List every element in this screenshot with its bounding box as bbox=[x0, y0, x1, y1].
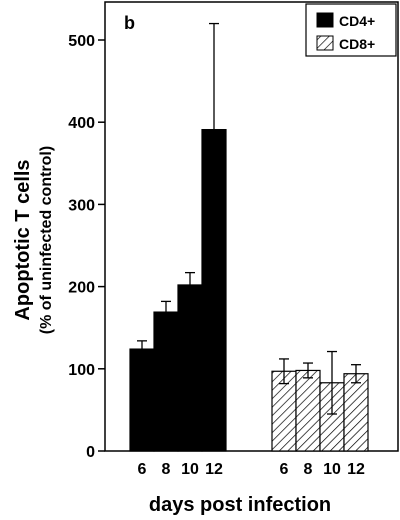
x-axis-title: days post infection bbox=[149, 494, 331, 516]
y-axis-subtitle: (% of uninfected control) bbox=[38, 146, 55, 334]
x-tick-label: 6 bbox=[138, 461, 147, 478]
x-tick-label: 6 bbox=[280, 461, 289, 478]
y-tick-label: 100 bbox=[68, 362, 95, 379]
y-tick-label: 500 bbox=[68, 33, 95, 50]
bar-cd8-day-12 bbox=[343, 373, 369, 452]
x-tick-label: 8 bbox=[304, 461, 313, 478]
legend-swatch-cd4 bbox=[316, 12, 334, 28]
y-tick-label: 0 bbox=[86, 444, 95, 461]
y-tick-label: 300 bbox=[68, 197, 95, 214]
bar-cd4-day-6 bbox=[129, 348, 155, 452]
x-tick-label: 10 bbox=[323, 461, 341, 478]
y-axis: 0 100 200 300 400 500 bbox=[68, 33, 105, 461]
bar-cd4-day-8 bbox=[153, 311, 179, 452]
x-tick-label: 8 bbox=[162, 461, 171, 478]
legend-label-cd8: CD8+ bbox=[339, 36, 375, 52]
bar-cd8-day-8 bbox=[295, 369, 321, 452]
legend-swatch-cd8 bbox=[316, 35, 334, 51]
x-tick-label: 12 bbox=[347, 461, 365, 478]
y-tick-label: 200 bbox=[68, 280, 95, 297]
legend: CD4+ CD8+ bbox=[305, 3, 397, 57]
y-tick-label: 400 bbox=[68, 115, 95, 132]
plot-frame bbox=[104, 1, 399, 452]
bar-cd8-day-6 bbox=[271, 370, 297, 452]
bars bbox=[129, 22, 369, 452]
y-axis-title: Apoptotic T cells bbox=[12, 159, 34, 320]
bar-cd4-day-10 bbox=[177, 284, 203, 452]
bar-cd4-day-12 bbox=[201, 128, 227, 452]
x-axis-ticks: 6 8 10 12 6 8 10 12 bbox=[138, 461, 365, 478]
x-tick-label: 12 bbox=[205, 461, 223, 478]
panel-label: b bbox=[124, 13, 135, 33]
x-tick-label: 10 bbox=[181, 461, 199, 478]
legend-label-cd4: CD4+ bbox=[339, 13, 375, 29]
